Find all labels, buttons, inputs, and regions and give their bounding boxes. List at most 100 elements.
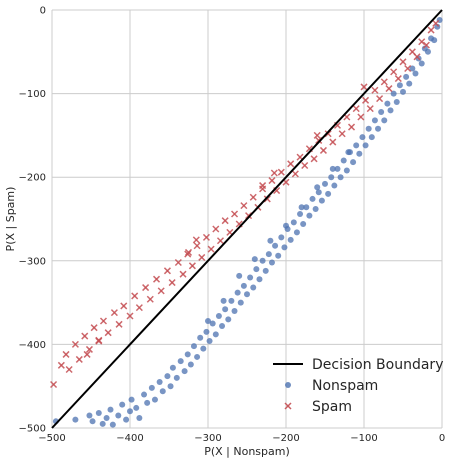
spam-point xyxy=(313,131,321,139)
y-tick-label: −500 xyxy=(19,424,46,435)
data-points xyxy=(50,17,443,428)
nonspam-point xyxy=(89,418,96,425)
legend-label-nonspam: Nonspam xyxy=(312,378,378,394)
nonspam-point xyxy=(205,317,211,324)
spam-point xyxy=(385,85,393,93)
spam-point xyxy=(230,210,239,218)
nonspam-point xyxy=(250,284,257,291)
nonspam-point xyxy=(406,80,413,87)
nonspam-point xyxy=(119,401,126,408)
nonspam-point xyxy=(187,361,194,368)
nonspam-point xyxy=(222,306,229,313)
spam-point xyxy=(376,95,384,103)
spam-point xyxy=(404,64,412,73)
nonspam-point xyxy=(345,149,352,156)
spam-point xyxy=(221,217,229,225)
nonspam-point xyxy=(200,345,207,352)
spam-point xyxy=(168,279,176,287)
spam-point xyxy=(131,292,139,300)
nonspam-point xyxy=(293,229,300,236)
nonspam-point xyxy=(325,190,332,197)
nonspam-point xyxy=(225,316,232,323)
nonspam-point xyxy=(275,252,282,259)
nonspam-point xyxy=(378,108,385,115)
spam-point xyxy=(270,169,278,177)
decision-boundary-line xyxy=(51,9,443,429)
spam-point xyxy=(291,170,299,178)
spam-point xyxy=(427,26,435,34)
nonspam-point xyxy=(184,351,191,358)
nonspam-point xyxy=(209,320,216,327)
nonspam-point xyxy=(103,414,110,421)
nonspam-point xyxy=(403,73,410,80)
nonspam-point xyxy=(409,65,416,72)
nonspam-point xyxy=(99,420,106,427)
nonspam-point xyxy=(371,117,378,124)
spam-point xyxy=(192,236,200,244)
nonspam-point xyxy=(231,307,238,314)
spam-point xyxy=(115,320,123,328)
spam-point xyxy=(163,267,171,275)
spam-point xyxy=(399,58,407,66)
nonspam-point xyxy=(356,150,363,157)
spam-point xyxy=(287,160,295,168)
spam-point xyxy=(120,302,128,310)
nonspam-point xyxy=(262,267,269,274)
nonspam-point xyxy=(173,374,180,381)
nonspam-point xyxy=(434,23,441,30)
spam-point xyxy=(357,113,365,121)
nonspam-point xyxy=(283,222,289,229)
nonspam-point xyxy=(123,416,130,423)
spam-point xyxy=(319,146,327,154)
nonspam-point xyxy=(109,421,116,428)
y-tick-label: −200 xyxy=(19,173,46,184)
legend-marker-spam xyxy=(284,402,292,410)
nonspam-point xyxy=(290,219,297,226)
nonspam-point xyxy=(128,396,135,403)
spam-point xyxy=(135,304,143,312)
nonspam-point xyxy=(303,204,310,211)
nonspam-point xyxy=(343,167,350,174)
legend-marker-nonspam xyxy=(285,382,291,388)
nonspam-point xyxy=(359,134,366,141)
nonspam-point xyxy=(144,399,151,406)
spam-point xyxy=(362,96,370,104)
nonspam-point xyxy=(212,331,219,338)
spam-point xyxy=(422,41,430,49)
nonspam-point xyxy=(331,182,338,189)
nonspam-point xyxy=(312,205,319,212)
spam-point xyxy=(240,202,248,210)
spam-point xyxy=(90,324,98,332)
nonspam-point xyxy=(169,364,176,371)
nonspam-point xyxy=(72,416,79,423)
spam-point xyxy=(324,130,332,138)
nonspam-point xyxy=(306,212,313,219)
nonspam-point xyxy=(251,256,258,263)
nonspam-point xyxy=(167,383,174,390)
nonspam-point xyxy=(396,82,403,89)
nonspam-point xyxy=(177,358,184,365)
spam-point xyxy=(394,75,402,83)
nonspam-point xyxy=(151,396,158,403)
nonspam-point xyxy=(268,259,275,266)
spam-point xyxy=(184,248,193,256)
nonspam-point xyxy=(236,272,243,279)
spam-point xyxy=(277,168,285,176)
nonspam-point xyxy=(203,328,210,335)
spam-point xyxy=(157,287,165,295)
nonspam-point xyxy=(362,142,369,149)
x-tick-label: −100 xyxy=(350,433,377,444)
x-tick-label: −500 xyxy=(38,433,65,444)
spam-point xyxy=(126,312,134,320)
x-axis-label: P(X | Nonspam) xyxy=(204,445,290,458)
nonspam-point xyxy=(148,384,155,391)
nonspam-point xyxy=(431,37,438,44)
spam-point xyxy=(347,123,356,131)
spam-point xyxy=(174,258,182,267)
spam-point xyxy=(216,237,225,245)
spam-point xyxy=(95,336,103,344)
nonspam-point xyxy=(387,107,394,114)
nonspam-point xyxy=(281,244,288,251)
nonspam-point xyxy=(219,323,226,330)
